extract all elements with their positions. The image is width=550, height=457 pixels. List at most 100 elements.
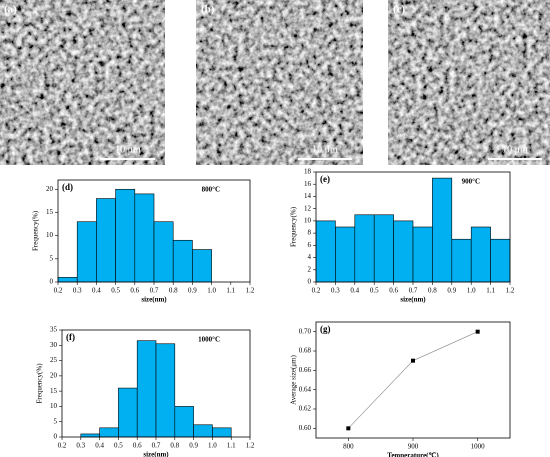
x-axis-label: size(nm) (141, 296, 167, 304)
x-tick-label: 0.5 (114, 442, 123, 450)
bar (76, 221, 97, 283)
x-tick-label: 0.8 (428, 287, 437, 295)
y-tick-label: 10 (304, 216, 312, 224)
x-tick-label: 0.9 (188, 287, 197, 295)
y-tick-label: 10 (46, 231, 54, 239)
x-tick-label: 0.7 (409, 287, 418, 295)
x-tick-label: 800 (343, 443, 354, 451)
y-tick-label: 20 (50, 371, 58, 379)
bar (490, 238, 511, 283)
bar (155, 343, 176, 438)
y-tick-label: 0.60 (299, 424, 312, 432)
y-tick-label: 0 (54, 433, 58, 441)
y-tick-label: 4 (308, 253, 312, 261)
x-tick-label: 0.6 (389, 287, 398, 295)
annotation: 1000°C (198, 336, 220, 344)
y-tick-label: 0 (308, 278, 312, 286)
bar (136, 340, 157, 438)
bar (174, 406, 194, 438)
x-tick-label: 1.0 (467, 287, 476, 295)
panel-label: (f) (66, 332, 75, 342)
x-tick-label: 0.6 (133, 442, 142, 450)
x-tick-label: 0.3 (73, 287, 82, 295)
x-tick-label: 1.2 (246, 442, 255, 450)
y-tick-label: 30 (50, 341, 58, 349)
bar (335, 226, 356, 283)
y-tick-label: 0.68 (299, 347, 312, 355)
y-tick-label: 16 (304, 180, 312, 188)
x-tick-label: 0.4 (95, 442, 104, 450)
bar (432, 177, 453, 283)
x-tick-label: 0.3 (76, 442, 85, 450)
panel-label: (g) (320, 324, 331, 334)
marker (411, 358, 415, 363)
x-tick-label: 0.6 (130, 287, 139, 295)
image-label: (a) (4, 4, 17, 16)
bar (57, 277, 78, 283)
y-axis-label: Frequency(%) (36, 363, 44, 404)
y-tick-label: 0.62 (299, 405, 312, 413)
y-tick-label: 6 (308, 241, 312, 249)
y-tick-label: 20 (46, 185, 54, 193)
panel-label: (e) (320, 174, 330, 184)
y-tick-label: 18 (304, 168, 312, 176)
annotation: 900°C (462, 178, 480, 186)
bar (315, 220, 336, 283)
x-tick-label: 0.5 (370, 287, 379, 295)
x-tick-label: 1.1 (486, 287, 495, 295)
y-tick-label: 15 (46, 208, 54, 216)
image-label: (b) (201, 4, 215, 16)
y-tick-label: 5 (54, 417, 58, 425)
x-tick-label: 1.2 (246, 287, 255, 295)
y-tick-label: 0.66 (299, 366, 312, 374)
x-tick-label: 0.7 (152, 442, 161, 450)
bar (172, 239, 193, 283)
y-tick-label: 0.70 (299, 327, 312, 335)
bar (96, 198, 116, 283)
y-axis-label: Frequency(%) (32, 210, 40, 251)
y-tick-label: 12 (304, 204, 312, 212)
x-tick-label: 1.0 (207, 287, 216, 295)
bar (373, 214, 394, 283)
bar (412, 226, 433, 283)
bar (212, 427, 232, 438)
plot-frame (315, 321, 511, 439)
x-tick-label: 0.8 (169, 287, 178, 295)
bar (393, 220, 414, 283)
x-axis-label: size(nm) (143, 451, 169, 457)
y-axis-label: Average size(μm) (290, 354, 298, 404)
x-tick-label: 900 (408, 443, 419, 451)
y-tick-label: 0 (50, 278, 54, 286)
y-tick-label: 2 (308, 265, 312, 273)
y-tick-label: 25 (50, 356, 58, 364)
x-axis-label: Temperature(℃) (387, 452, 439, 457)
bar (153, 221, 174, 283)
x-tick-label: 0.2 (312, 287, 321, 295)
x-tick-label: 1000 (471, 443, 486, 451)
bar (193, 424, 213, 438)
x-tick-label: 0.5 (111, 287, 120, 295)
bar (99, 427, 119, 438)
bar (115, 188, 136, 283)
x-tick-label: 1.1 (226, 287, 235, 295)
bar (192, 249, 212, 283)
marker (475, 329, 480, 334)
y-tick-label: 15 (50, 387, 58, 395)
x-tick-label: 0.2 (54, 287, 63, 295)
y-axis-label: Frequency(%) (290, 206, 298, 247)
x-tick-label: 0.4 (350, 287, 359, 295)
x-tick-label: 0.3 (331, 287, 340, 295)
y-tick-label: 10 (50, 402, 58, 410)
x-axis-label: size(nm) (400, 296, 426, 304)
bar (134, 193, 155, 283)
scale-label: 10 μm (115, 144, 141, 155)
y-tick-label: 0.64 (299, 385, 312, 393)
bar (354, 214, 375, 283)
y-tick-label: 8 (308, 229, 312, 237)
sem-image: (c) 10 μm (388, 0, 550, 165)
x-tick-label: 0.4 (92, 287, 101, 295)
bar (470, 226, 491, 283)
y-tick-label: 35 (50, 326, 58, 334)
bar (118, 387, 138, 438)
